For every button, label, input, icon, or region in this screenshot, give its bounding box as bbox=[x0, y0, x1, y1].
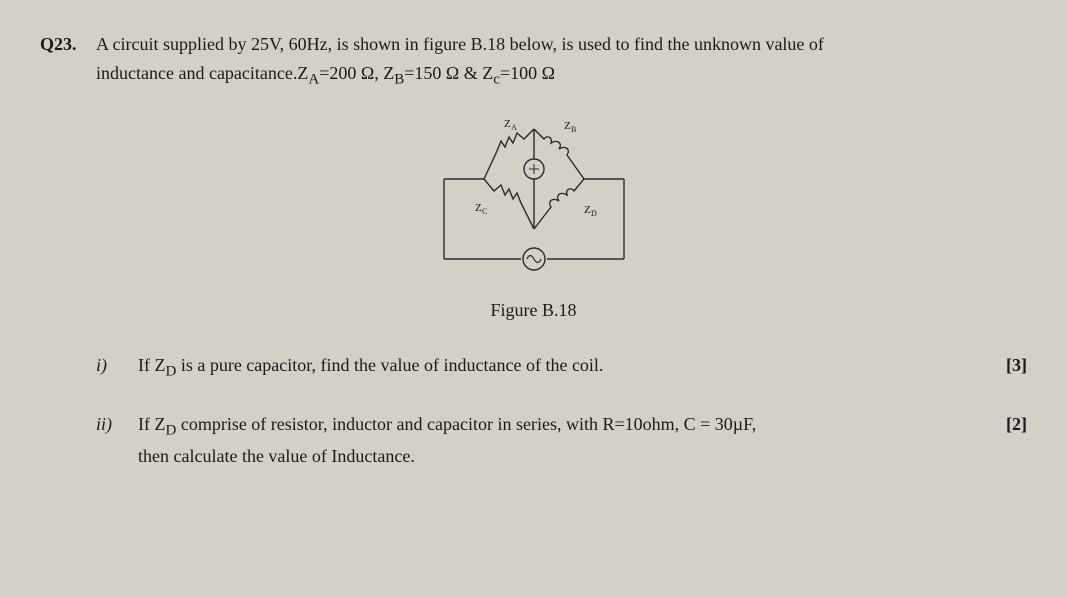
part-i-text: If ZD is a pure capacitor, find the valu… bbox=[138, 351, 983, 384]
label-zb: Z bbox=[564, 120, 571, 132]
part-i-t1: If Z bbox=[138, 355, 165, 375]
question-line1: A circuit supplied by 25V, 60Hz, is show… bbox=[96, 34, 824, 54]
part-ii-row: ii) If ZD comprise of resistor, inductor… bbox=[40, 410, 1027, 471]
eq2: =150 Ω & Z bbox=[404, 63, 493, 83]
part-i-label: i) bbox=[96, 351, 124, 380]
part-i-marks: [3] bbox=[997, 351, 1027, 380]
label-zb-sub: B bbox=[571, 125, 576, 134]
part-i-t2: is a pure capacitor, find the value of i… bbox=[176, 355, 603, 375]
question-line2-part1: inductance and capacitance.Z bbox=[96, 63, 308, 83]
label-zd: Z bbox=[584, 204, 591, 216]
question-body: A circuit supplied by 25V, 60Hz, is show… bbox=[96, 30, 1027, 91]
part-ii-t1: If Z bbox=[138, 414, 165, 434]
circuit-diagram: Z A Z B Z C Z D bbox=[389, 109, 679, 279]
label-za-sub: A bbox=[511, 123, 517, 132]
eq1: =200 Ω, Z bbox=[319, 63, 394, 83]
part-ii-label: ii) bbox=[96, 410, 124, 439]
eq3: =100 Ω bbox=[500, 63, 555, 83]
zb-sub: B bbox=[394, 71, 404, 87]
question-number: Q23. bbox=[40, 30, 82, 59]
figure-caption: Figure B.18 bbox=[40, 296, 1027, 325]
question-header: Q23. A circuit supplied by 25V, 60Hz, is… bbox=[40, 30, 1027, 91]
label-zc-sub: C bbox=[482, 207, 487, 216]
label-zd-sub: D bbox=[591, 209, 597, 218]
part-ii-marks: [2] bbox=[997, 410, 1027, 439]
figure-container: Z A Z B Z C Z D Figure B.18 bbox=[40, 109, 1027, 325]
zc-sub: c bbox=[493, 71, 500, 87]
part-ii-t2: comprise of resistor, inductor and capac… bbox=[176, 414, 756, 434]
za-sub: A bbox=[308, 71, 319, 87]
part-ii-text: If ZD comprise of resistor, inductor and… bbox=[138, 410, 983, 471]
part-ii-sub: D bbox=[165, 422, 176, 438]
label-za: Z bbox=[504, 118, 511, 130]
label-zc: Z bbox=[475, 202, 482, 214]
part-i-sub: D bbox=[165, 364, 176, 380]
part-ii-t3: then calculate the value of Inductance. bbox=[138, 446, 415, 466]
part-i-row: i) If ZD is a pure capacitor, find the v… bbox=[40, 351, 1027, 384]
